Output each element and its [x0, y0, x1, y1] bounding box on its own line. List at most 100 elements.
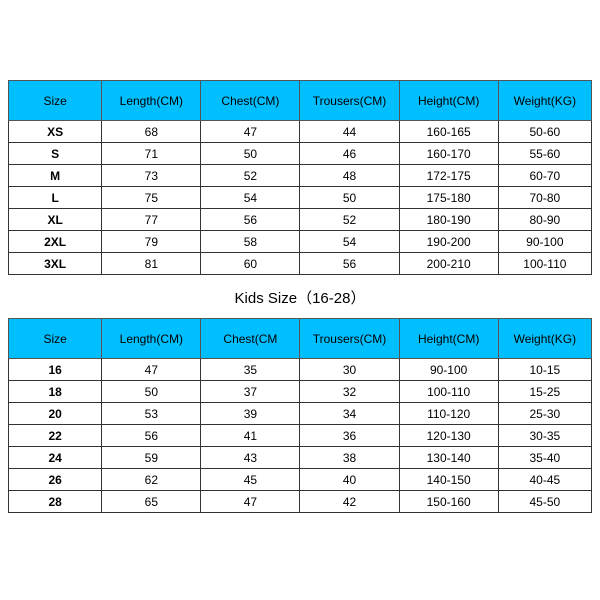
table-row: 1647353090-10010-15 [9, 359, 592, 381]
table-cell: 47 [201, 491, 300, 513]
table-cell: 2XL [9, 231, 102, 253]
table-cell: 175-180 [399, 187, 498, 209]
table-cell: 62 [102, 469, 201, 491]
table-cell: XL [9, 209, 102, 231]
table-row: 20533934110-12025-30 [9, 403, 592, 425]
table-cell: M [9, 165, 102, 187]
column-header: Height(CM) [399, 81, 498, 121]
table-cell: 140-150 [399, 469, 498, 491]
table-cell: 47 [201, 121, 300, 143]
table-cell: 54 [300, 231, 399, 253]
table-cell: 150-160 [399, 491, 498, 513]
table-cell: 90-100 [399, 359, 498, 381]
table-cell: 37 [201, 381, 300, 403]
table-header-row: SizeLength(CM)Chest(CM)Trousers(CM)Heigh… [9, 81, 592, 121]
table-row: 26624540140-15040-45 [9, 469, 592, 491]
table-row: L755450175-18070-80 [9, 187, 592, 209]
table-cell: 160-170 [399, 143, 498, 165]
table-row: 28654742150-16045-50 [9, 491, 592, 513]
table-cell: 16 [9, 359, 102, 381]
table-cell: 130-140 [399, 447, 498, 469]
table-cell: 80-90 [498, 209, 591, 231]
table-cell: 172-175 [399, 165, 498, 187]
kids-size-table: SizeLength(CM)Chest(CMTrousers(CM)Height… [8, 318, 592, 513]
table-cell: 81 [102, 253, 201, 275]
table-cell: 35-40 [498, 447, 591, 469]
column-header: Trousers(CM) [300, 319, 399, 359]
column-header: Chest(CM [201, 319, 300, 359]
column-header: Length(CM) [102, 81, 201, 121]
table-cell: 73 [102, 165, 201, 187]
table-cell: 40-45 [498, 469, 591, 491]
column-header: Weight(KG) [498, 319, 591, 359]
table-cell: 50-60 [498, 121, 591, 143]
table-cell: 54 [201, 187, 300, 209]
table-cell: 59 [102, 447, 201, 469]
column-header: Weight(KG) [498, 81, 591, 121]
table-cell: 68 [102, 121, 201, 143]
table-row: 3XL816056200-210100-110 [9, 253, 592, 275]
table-cell: 190-200 [399, 231, 498, 253]
column-header: Trousers(CM) [300, 81, 399, 121]
table-cell: 26 [9, 469, 102, 491]
column-header: Height(CM) [399, 319, 498, 359]
table-cell: 56 [201, 209, 300, 231]
table-cell: 77 [102, 209, 201, 231]
table-cell: 44 [300, 121, 399, 143]
kids-size-title: Kids Size（16-28） [0, 275, 600, 318]
table-row: XS684744160-16550-60 [9, 121, 592, 143]
table-cell: 56 [102, 425, 201, 447]
adult-size-table: SizeLength(CM)Chest(CM)Trousers(CM)Heigh… [8, 80, 592, 275]
table-cell: L [9, 187, 102, 209]
table-cell: 160-165 [399, 121, 498, 143]
table-cell: 3XL [9, 253, 102, 275]
table-cell: 34 [300, 403, 399, 425]
table-cell: 41 [201, 425, 300, 447]
table-cell: 47 [102, 359, 201, 381]
table-cell: 46 [300, 143, 399, 165]
table-cell: 28 [9, 491, 102, 513]
column-header: Size [9, 81, 102, 121]
table-cell: 52 [201, 165, 300, 187]
table-cell: XS [9, 121, 102, 143]
table-cell: 18 [9, 381, 102, 403]
table-cell: 70-80 [498, 187, 591, 209]
table-cell: 45-50 [498, 491, 591, 513]
table-cell: 58 [201, 231, 300, 253]
table-row: S715046160-17055-60 [9, 143, 592, 165]
table-cell: 38 [300, 447, 399, 469]
table-cell: 100-110 [399, 381, 498, 403]
table-row: 2XL795854190-20090-100 [9, 231, 592, 253]
table-cell: 36 [300, 425, 399, 447]
column-header: Chest(CM) [201, 81, 300, 121]
table-row: 18503732100-11015-25 [9, 381, 592, 403]
table-cell: 110-120 [399, 403, 498, 425]
table-cell: 65 [102, 491, 201, 513]
table-cell: 56 [300, 253, 399, 275]
table-cell: 200-210 [399, 253, 498, 275]
table-cell: 20 [9, 403, 102, 425]
table-cell: 79 [102, 231, 201, 253]
table-cell: 50 [102, 381, 201, 403]
table-cell: 60 [201, 253, 300, 275]
table-row: 24594338130-14035-40 [9, 447, 592, 469]
table-cell: 100-110 [498, 253, 591, 275]
table-cell: 42 [300, 491, 399, 513]
table-cell: 52 [300, 209, 399, 231]
table-cell: 60-70 [498, 165, 591, 187]
table-cell: 50 [201, 143, 300, 165]
table-cell: 75 [102, 187, 201, 209]
table-cell: 22 [9, 425, 102, 447]
table-cell: 50 [300, 187, 399, 209]
table-cell: 55-60 [498, 143, 591, 165]
table-cell: 180-190 [399, 209, 498, 231]
table-cell: 120-130 [399, 425, 498, 447]
table-cell: 35 [201, 359, 300, 381]
table-cell: 39 [201, 403, 300, 425]
table-cell: S [9, 143, 102, 165]
table-header-row: SizeLength(CM)Chest(CMTrousers(CM)Height… [9, 319, 592, 359]
table-cell: 24 [9, 447, 102, 469]
table-row: M735248172-17560-70 [9, 165, 592, 187]
table-cell: 90-100 [498, 231, 591, 253]
table-cell: 15-25 [498, 381, 591, 403]
